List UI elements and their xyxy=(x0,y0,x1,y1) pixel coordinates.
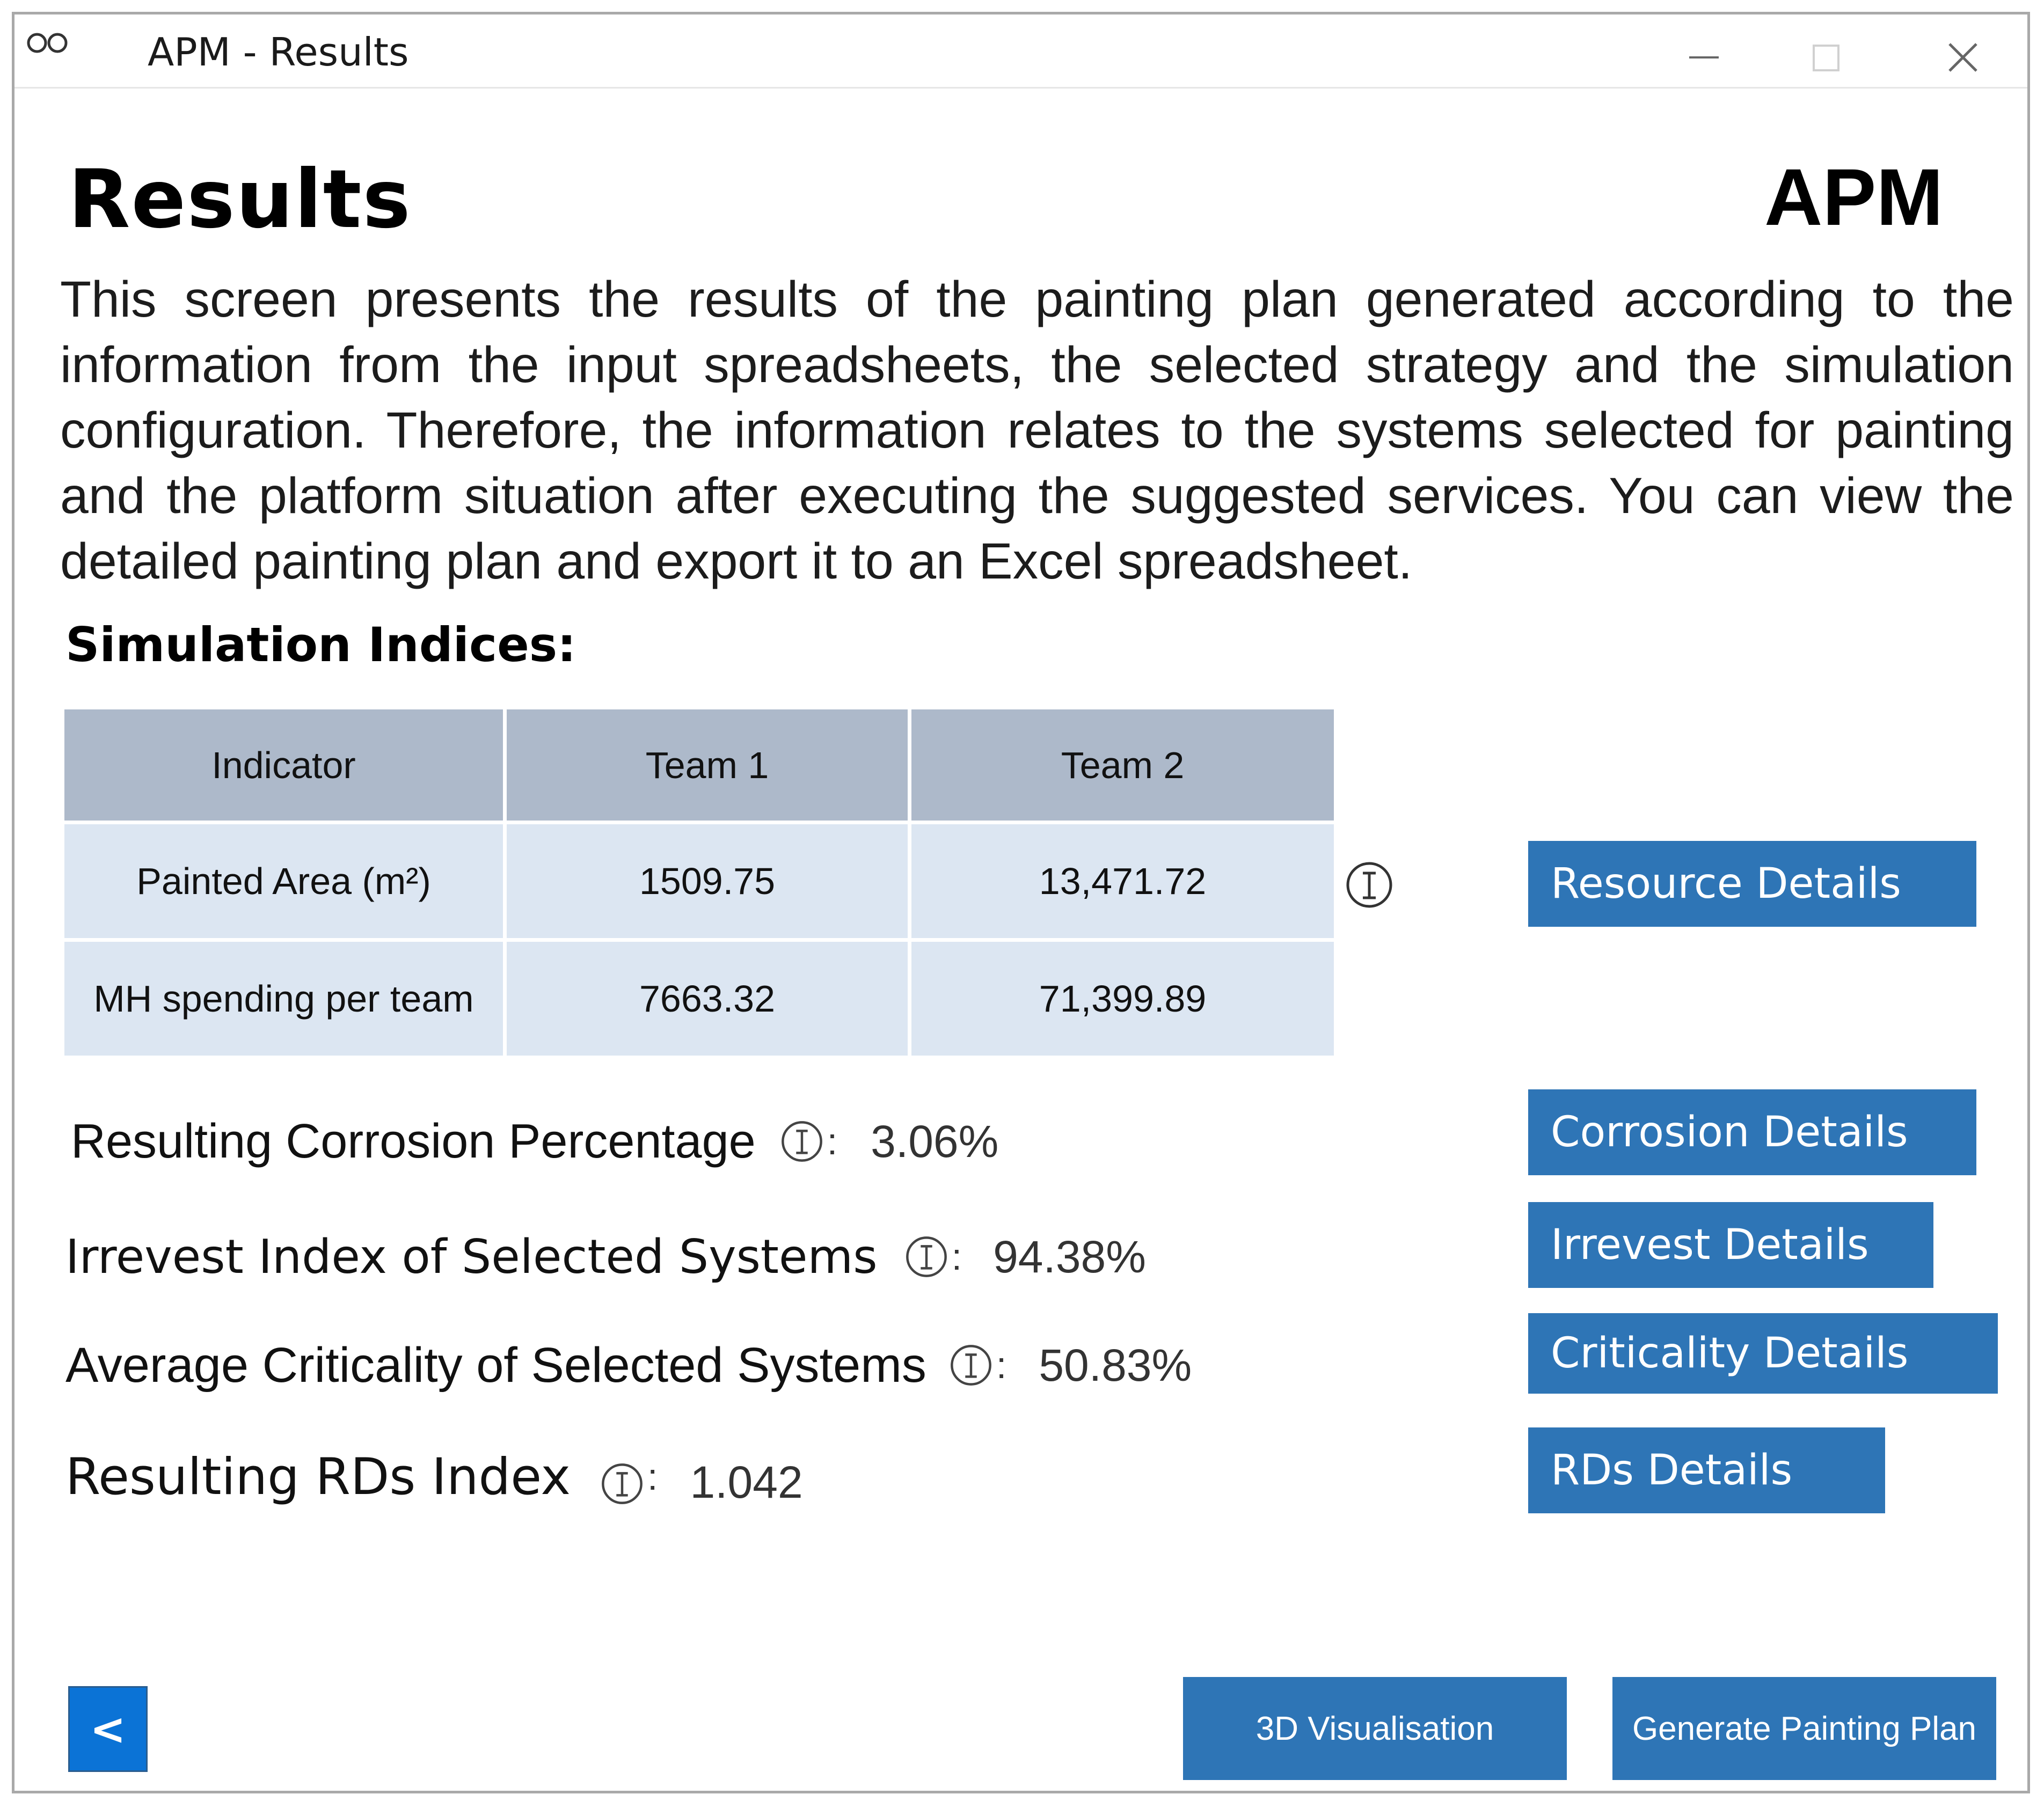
rds-info-icon[interactable] xyxy=(600,1462,644,1506)
metric-colon: : xyxy=(827,1120,838,1162)
painted-area-info-icon[interactable] xyxy=(1345,860,1394,910)
corrosion-metric: Resulting Corrosion Percentage : 3.06% xyxy=(71,1104,998,1179)
criticality-metric: Average Criticality of Selected Systems … xyxy=(65,1328,1192,1403)
metric-value: 50.83% xyxy=(1039,1339,1192,1390)
maximize-icon xyxy=(1813,45,1839,71)
rds-details-button[interactable]: RDs Details xyxy=(1528,1427,1885,1513)
metric-label: Irrevest Index of Selected Systems xyxy=(65,1229,878,1284)
table-cell: 13,471.72 xyxy=(911,824,1334,938)
close-button[interactable] xyxy=(1939,31,2003,84)
criticality-info-icon[interactable] xyxy=(949,1343,993,1387)
minimize-icon xyxy=(1689,56,1719,58)
maximize-button[interactable] xyxy=(1807,31,1872,84)
column-header: Team 1 xyxy=(507,709,908,821)
metric-label: Resulting RDs Index xyxy=(65,1447,571,1506)
metric-label: Average Criticality of Selected Systems xyxy=(65,1337,926,1393)
table-cell: 7663.32 xyxy=(507,942,908,1056)
table-row: Painted Area (m²) 1509.75 13,471.72 xyxy=(64,824,1334,938)
table-header-row: Indicator Team 1 Team 2 xyxy=(64,709,1334,821)
3d-visualisation-button[interactable]: 3D Visualisation xyxy=(1183,1677,1567,1780)
table-cell: MH spending per team xyxy=(64,942,503,1056)
metric-label: Resulting Corrosion Percentage xyxy=(71,1114,756,1168)
irrevest-metric: Irrevest Index of Selected Systems : 94.… xyxy=(65,1219,1146,1294)
metric-colon: : xyxy=(951,1236,962,1278)
table-cell: Painted Area (m²) xyxy=(64,824,503,938)
section-title: Simulation Indices: xyxy=(65,617,576,672)
criticality-details-button[interactable]: Criticality Details xyxy=(1528,1313,1998,1394)
corrosion-details-button[interactable]: Corrosion Details xyxy=(1528,1089,1976,1175)
window-title: APM - Results xyxy=(148,30,409,75)
metric-colon: : xyxy=(996,1344,1007,1386)
column-header: Indicator xyxy=(64,709,503,821)
title-bar[interactable]: APM - Results xyxy=(14,14,2027,89)
column-header: Team 2 xyxy=(911,709,1334,821)
simulation-indices-table: Indicator Team 1 Team 2 Painted Area (m²… xyxy=(61,706,1338,1059)
apm-logo-icon xyxy=(25,30,74,59)
metric-colon: : xyxy=(647,1456,658,1498)
app-window: APM - Results Results APM This screen pr… xyxy=(12,12,2030,1793)
metric-value: 3.06% xyxy=(871,1116,999,1167)
page-description: This screen presents the results of the … xyxy=(60,271,2014,590)
rds-metric: Resulting RDs Index : 1.042 xyxy=(65,1437,803,1517)
metric-value: 1.042 xyxy=(690,1456,803,1507)
resource-details-button[interactable]: Resource Details xyxy=(1528,841,1976,927)
close-icon xyxy=(1948,43,1977,72)
irrevest-info-icon[interactable] xyxy=(904,1235,948,1279)
generate-painting-plan-button[interactable]: Generate Painting Plan xyxy=(1612,1677,1996,1780)
metric-value: 94.38% xyxy=(993,1231,1146,1282)
table-cell: 71,399.89 xyxy=(911,942,1334,1056)
corrosion-info-icon[interactable] xyxy=(780,1119,824,1163)
irrevest-details-button[interactable]: Irrevest Details xyxy=(1528,1202,1933,1288)
brand-logo: APM xyxy=(1764,152,1944,242)
table-cell: 1509.75 xyxy=(507,824,908,938)
back-button[interactable]: < xyxy=(68,1686,148,1772)
page-title: Results xyxy=(68,153,412,246)
table-row: MH spending per team 7663.32 71,399.89 xyxy=(64,942,1334,1056)
minimize-button[interactable] xyxy=(1678,31,1743,84)
